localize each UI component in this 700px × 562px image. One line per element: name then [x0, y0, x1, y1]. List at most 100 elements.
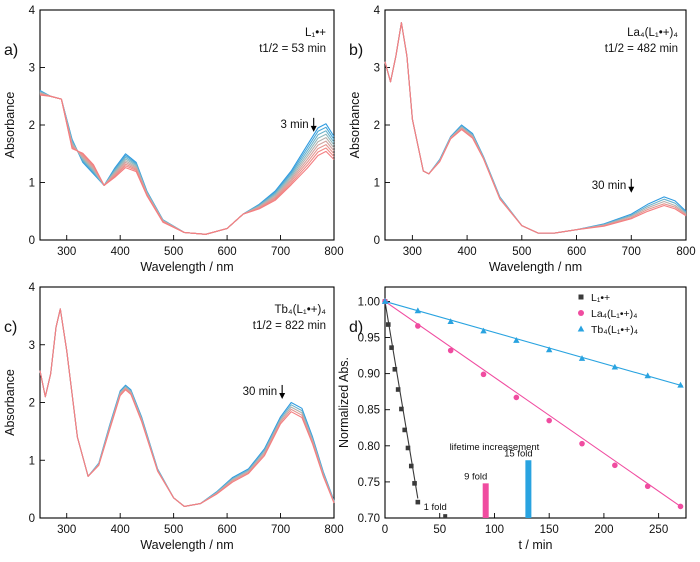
- data-point: [513, 337, 520, 343]
- data-point: [415, 323, 421, 329]
- y-tick-label: 0: [374, 235, 380, 247]
- x-tick-label: 50: [433, 524, 446, 536]
- y-tick-label: 2: [374, 120, 380, 132]
- inset-bar-label: 1 fold: [424, 502, 447, 513]
- panel-label: c): [4, 319, 17, 336]
- y-tick-label: 4: [374, 5, 381, 17]
- data-point: [579, 440, 585, 447]
- spectrum-line: [39, 94, 335, 235]
- x-tick-label: 400: [111, 246, 130, 258]
- y-tick-label: 3: [29, 340, 35, 352]
- x-tick-label: 150: [540, 524, 559, 536]
- species-label: La₄(L₁•+)₄: [627, 27, 678, 39]
- species-label: L₁•+: [305, 27, 326, 39]
- panel-label: d): [349, 319, 363, 336]
- data-point: [447, 318, 454, 325]
- spectrum-line: [39, 308, 335, 507]
- data-point: [612, 462, 618, 469]
- data-point: [402, 427, 408, 433]
- legend-marker: [578, 294, 584, 300]
- inset-bar: [443, 514, 448, 518]
- x-tick-label: 700: [622, 246, 641, 258]
- x-tick-label: 800: [676, 246, 695, 258]
- spectrum-line: [39, 308, 335, 507]
- data-point: [395, 387, 401, 392]
- x-tick-label: 400: [111, 524, 130, 536]
- data-point: [480, 371, 487, 378]
- y-tick-label: 0: [29, 513, 35, 525]
- y-axis-title: Absorbance: [3, 92, 17, 159]
- species-label: Tb₄(L₁•+)₄: [275, 304, 327, 316]
- data-point: [415, 499, 421, 505]
- inset-bar-label: 15 fold: [504, 448, 533, 459]
- x-tick-label: 700: [271, 524, 290, 536]
- fit-line: [384, 301, 419, 499]
- x-tick-label: 300: [403, 246, 422, 258]
- data-point: [414, 307, 422, 314]
- time-label: 30 min: [243, 386, 278, 398]
- y-tick-label: 3: [29, 63, 35, 75]
- y-tick-label: 0: [29, 235, 35, 247]
- plot-frame: [384, 286, 687, 519]
- data-point: [677, 503, 684, 510]
- y-tick-label: 4: [29, 282, 36, 294]
- x-axis-title: Wavelength / nm: [489, 260, 582, 274]
- x-tick-label: 300: [57, 524, 76, 536]
- y-tick-label: 0.90: [358, 369, 380, 381]
- legend-label: Tb₄(L₁•+)₄: [591, 324, 638, 336]
- x-tick-label: 800: [324, 524, 343, 536]
- data-point: [408, 463, 414, 469]
- y-axis-title: Absorbance: [3, 369, 17, 436]
- data-point: [447, 347, 454, 354]
- legend-label: L₁•+: [591, 292, 610, 304]
- spectrum-line: [39, 90, 335, 235]
- data-point: [546, 417, 552, 424]
- spectrum-line: [39, 308, 335, 507]
- x-tick-label: 600: [567, 246, 586, 258]
- half-life-label: t1/2 = 53 min: [259, 43, 326, 55]
- legend-marker: [577, 325, 585, 332]
- half-life-label: t1/2 = 822 min: [253, 320, 326, 332]
- spectrum-line: [384, 22, 687, 234]
- y-tick-label: 1: [29, 178, 35, 190]
- panel-label: a): [4, 42, 18, 59]
- x-axis-title: Wavelength / nm: [140, 260, 233, 274]
- data-point: [578, 355, 586, 361]
- data-point: [644, 483, 651, 490]
- x-tick-label: 100: [485, 524, 504, 536]
- x-tick-label: 500: [164, 246, 183, 258]
- arrow-head-icon: [310, 125, 317, 132]
- half-life-label: t1/2 = 482 min: [605, 43, 678, 55]
- x-tick-label: 800: [324, 246, 343, 258]
- y-tick-label: 1: [374, 178, 380, 190]
- data-point: [513, 394, 520, 401]
- x-tick-label: 0: [382, 524, 388, 536]
- y-tick-label: 3: [374, 63, 380, 75]
- y-tick-label: 0.70: [358, 513, 380, 525]
- data-point: [677, 381, 684, 388]
- x-tick-label: 400: [457, 246, 476, 258]
- x-tick-label: 200: [594, 524, 613, 536]
- arrow-head-icon: [279, 392, 286, 399]
- legend-marker: [578, 310, 584, 316]
- data-point: [399, 406, 404, 412]
- data-point: [392, 366, 398, 372]
- y-axis-title: Absorbance: [348, 92, 362, 159]
- x-axis-title: Wavelength / nm: [140, 538, 233, 552]
- data-point: [385, 322, 391, 327]
- inset-bar-label: 9 fold: [464, 471, 487, 482]
- legend-label: La₄(L₁•+)₄: [591, 308, 637, 320]
- arrow-head-icon: [628, 186, 635, 193]
- panel-label: b): [349, 42, 363, 59]
- data-point: [412, 481, 417, 486]
- panel-b: 300 400 500 600 700 800 0 1 2 3 4 Wavelength / nm Ab…: [348, 5, 696, 274]
- x-tick-label: 700: [271, 246, 290, 258]
- x-tick-label: 600: [217, 524, 236, 536]
- panel-d: 0 50 100 150 200 250 0.70 0.75 0.80 0.85 0.90 0.95 1…: [337, 286, 687, 552]
- panel-a: 300 400 500 600 700 800 0 1 2 3 4 Wavelength / nm Ab…: [3, 5, 344, 274]
- x-tick-label: 500: [512, 246, 531, 258]
- y-tick-label: 2: [29, 120, 35, 132]
- y-axis-title: Normalized Abs.: [337, 357, 351, 448]
- y-tick-label: 0.80: [358, 441, 380, 453]
- x-tick-label: 600: [217, 246, 236, 258]
